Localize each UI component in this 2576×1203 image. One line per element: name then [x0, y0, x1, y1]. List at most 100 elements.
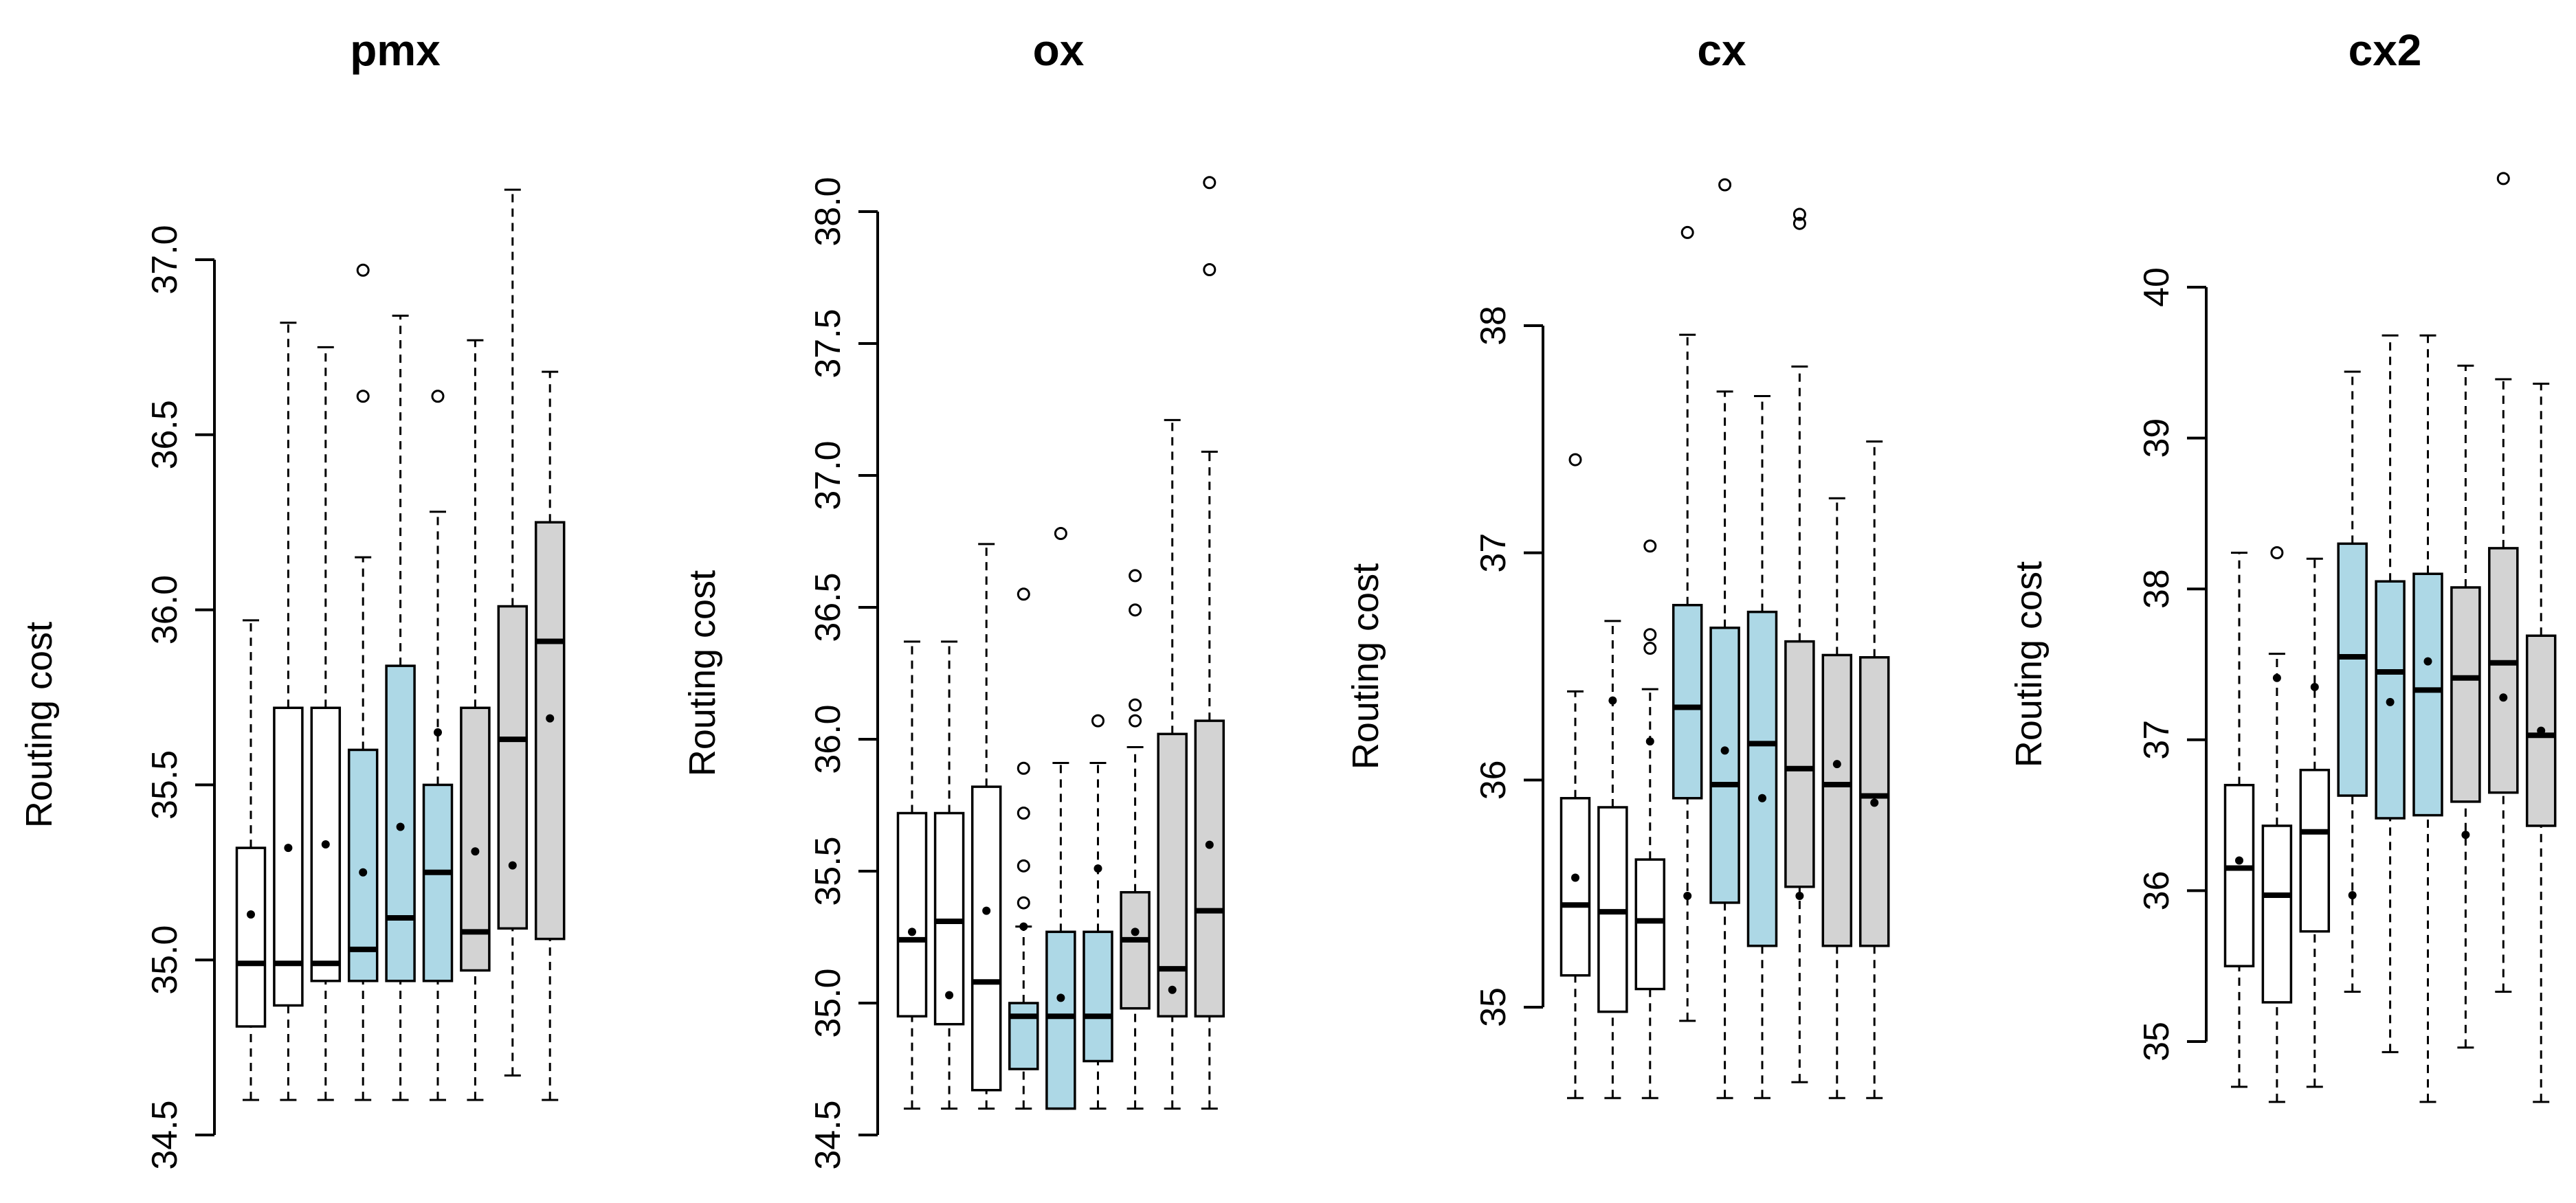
y-tick-label: 35.0 — [808, 968, 848, 1037]
mean-dot — [1571, 873, 1579, 882]
mean-dot — [247, 910, 255, 919]
box-1 — [1559, 453, 1591, 1099]
box-body — [1746, 610, 1778, 947]
panel-title: cx — [1697, 25, 1746, 75]
box-body — [273, 706, 304, 1007]
box-8 — [1821, 497, 1853, 1099]
y-tick-label: 36.5 — [145, 400, 185, 469]
mean-dot — [284, 844, 293, 853]
box-2 — [273, 322, 304, 1101]
outlier-point — [1643, 642, 1657, 655]
box-body — [1709, 627, 1740, 904]
mean-dot — [396, 822, 405, 831]
box-body — [1672, 603, 1703, 800]
box-body — [2488, 547, 2519, 794]
mean-dot — [508, 861, 517, 870]
box-body — [1784, 640, 1815, 888]
box-9 — [534, 370, 566, 1101]
y-tick-label: 38.0 — [808, 177, 848, 246]
box-9 — [1194, 176, 1225, 1110]
mean-dot — [471, 847, 480, 856]
panel-title: ox — [1033, 25, 1085, 75]
y-tick-label: 35 — [2137, 1022, 2177, 1061]
mean-dot — [2423, 657, 2432, 666]
box-body — [347, 748, 379, 982]
box-7 — [1120, 569, 1151, 1110]
panel-cx: cx Routing cost 35 36 37 38 — [1345, 25, 1890, 1099]
y-tick-label: 36.0 — [145, 575, 185, 644]
box-2 — [933, 640, 965, 1110]
box-8 — [1157, 418, 1188, 1110]
mean-dot — [1870, 798, 1879, 807]
box-5 — [385, 315, 416, 1101]
y-tick-label: 37 — [2137, 720, 2177, 760]
box-body — [896, 811, 928, 1018]
box-1 — [235, 619, 267, 1101]
mean-dot — [908, 927, 916, 936]
box-9 — [1858, 440, 1890, 1099]
outlier-point — [1091, 714, 1104, 728]
y-tick-label: 37.0 — [808, 440, 848, 510]
box-2 — [1597, 620, 1628, 1099]
outlier-point — [431, 390, 445, 403]
box-5 — [2375, 334, 2406, 1053]
mean-dot — [1720, 746, 1729, 755]
panel-cx2: cx2 Routing cost 35 36 37 38 39 40 — [2008, 25, 2557, 1103]
mean-dot — [1795, 891, 1804, 900]
mean-dot — [2386, 697, 2395, 706]
y-tick-label: 36.0 — [808, 704, 848, 774]
box-5 — [1045, 526, 1076, 1110]
outlier-point — [356, 263, 370, 277]
mean-dot — [546, 714, 555, 723]
box-5 — [1709, 178, 1740, 1099]
y-tick-label: 37.5 — [808, 308, 848, 378]
y-tick-label: 35.0 — [145, 925, 185, 995]
box-body — [1194, 719, 1225, 1018]
box-6 — [1082, 714, 1113, 1110]
y-tick-label: 36.5 — [808, 572, 848, 642]
y-axis-label: Routing cost — [1345, 563, 1386, 769]
outlier-point — [1017, 896, 1030, 910]
box-body — [1082, 930, 1113, 1063]
box-7 — [2450, 364, 2481, 1049]
y-tick-label: 40 — [2137, 267, 2177, 307]
outlier-point — [1017, 587, 1030, 601]
box-body — [1821, 653, 1853, 947]
outlier-point — [1680, 225, 1694, 239]
mean-dot — [321, 840, 330, 849]
mean-dot — [2348, 890, 2357, 899]
mean-dot — [1131, 927, 1140, 936]
box-body — [2337, 542, 2368, 797]
panel-title: cx2 — [2349, 25, 2422, 75]
box-8 — [497, 188, 529, 1077]
box-body — [534, 521, 566, 941]
y-tick-label: 35 — [1474, 987, 1513, 1027]
y-tick-label: 35.5 — [808, 836, 848, 906]
outlier-point — [1054, 526, 1067, 540]
panel-title: pmx — [350, 25, 441, 75]
box-4 — [2337, 370, 2368, 993]
mean-dot — [2310, 682, 2319, 691]
mean-dot — [1205, 840, 1214, 849]
mean-dot — [945, 991, 954, 1000]
outlier-point — [1129, 714, 1142, 728]
outlier-point — [2270, 546, 2284, 559]
y-tick-label: 36 — [1474, 760, 1513, 800]
y-tick-label: 38 — [2137, 569, 2177, 609]
panel-pmx: pmx Routing cost 34.5 35.0 35.5 36.0 36.5 37.0 — [19, 25, 566, 1170]
y-tick-label: 38 — [1474, 306, 1513, 346]
mean-dot — [1645, 737, 1654, 746]
box-body — [497, 605, 529, 930]
box-1 — [896, 640, 928, 1110]
mean-dot — [1168, 985, 1177, 994]
y-axis-label: Routing cost — [19, 622, 60, 828]
y-tick-label: 35.5 — [145, 750, 185, 820]
box-body — [1559, 797, 1591, 977]
y-axis-label: Routing cost — [2008, 561, 2050, 767]
box-body — [1045, 930, 1076, 1110]
mean-dot — [982, 906, 991, 915]
box-9 — [2525, 383, 2557, 1103]
box-body — [2299, 768, 2331, 933]
box-body — [2412, 572, 2443, 817]
box-body — [970, 785, 1002, 1092]
